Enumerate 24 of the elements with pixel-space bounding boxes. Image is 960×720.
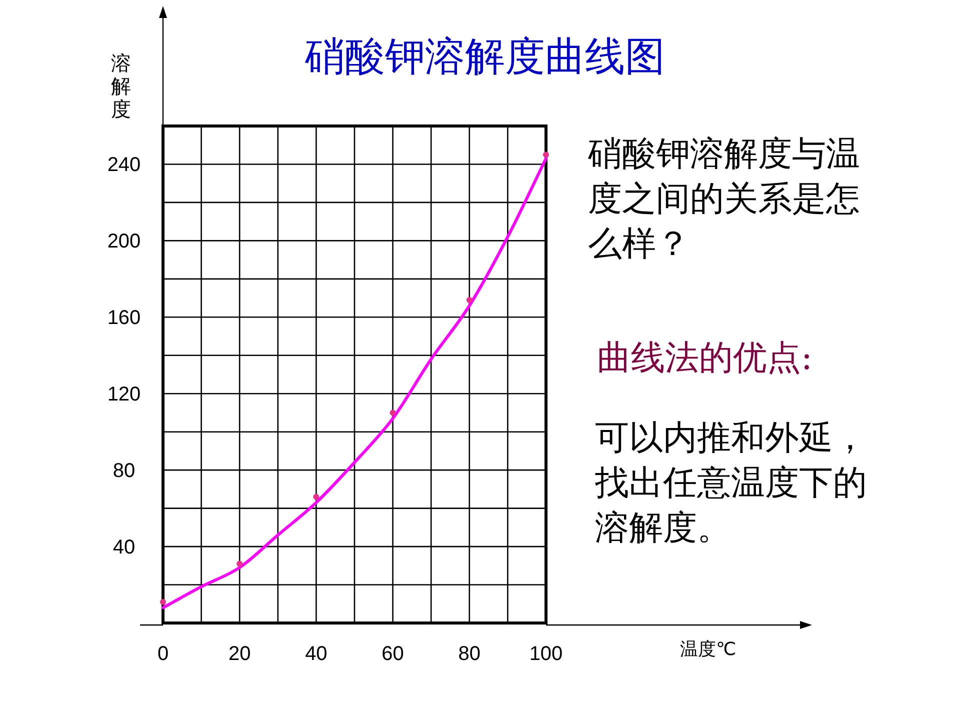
text: 温度℃ — [680, 638, 738, 662]
x-tick-label: 60 — [382, 643, 404, 665]
text: 曲线法的优点: — [597, 337, 814, 380]
y-axis-title: 溶解度 — [111, 51, 131, 121]
point — [160, 598, 166, 605]
y-tick-label: 80 — [112, 460, 136, 482]
y-tick-label: 200 — [107, 230, 141, 253]
point — [543, 152, 549, 158]
x-tick-label: 80 — [458, 643, 481, 665]
x-tick-label: 100 — [529, 643, 563, 665]
y-tick-label: 160 — [107, 307, 141, 330]
y-tick-label: 240 — [107, 154, 141, 176]
y-tick-label: 40 — [112, 536, 136, 559]
point — [466, 296, 472, 303]
chart-title: 硝酸钾溶解度曲线图 — [304, 34, 665, 80]
point — [390, 410, 396, 416]
y-tick-label: 120 — [107, 384, 141, 406]
x-tick-label: 0 — [157, 643, 169, 665]
x-tick-label: 40 — [305, 643, 328, 665]
x-tick-label: 20 — [228, 643, 251, 665]
text: 硝酸钾溶解度与温度之间的关系是怎么样？ — [588, 133, 861, 266]
point — [236, 560, 243, 567]
text: 可以内推和外延，找出任意温度下的溶解度。 — [595, 417, 868, 550]
point — [313, 494, 320, 500]
